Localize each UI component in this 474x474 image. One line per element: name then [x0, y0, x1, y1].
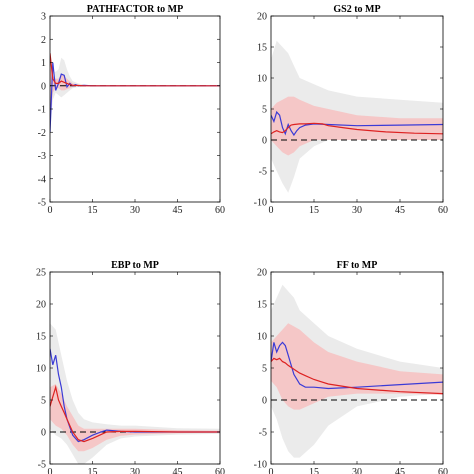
y-tick-label: 2	[41, 35, 46, 46]
panel-title: PATHFACTOR to MP	[87, 4, 183, 15]
y-tick-label: 20	[257, 12, 267, 23]
panel-gs2: 0 15 30 45 60 -10 -5 0 5 10 15 20 GS2 to MP	[254, 4, 448, 216]
x-tick-label: 0	[269, 467, 274, 474]
x-tick-label: 60	[438, 205, 448, 216]
y-tick-label: 5	[41, 396, 46, 407]
plot-area	[271, 40, 443, 193]
y-tick-label: 20	[257, 268, 267, 279]
y-tick-label: -5	[38, 460, 46, 471]
y-tick-label: 10	[257, 74, 267, 85]
x-tick-label: 45	[173, 467, 183, 474]
y-tick-label: -10	[254, 198, 267, 209]
x-tick-label: 60	[215, 205, 225, 216]
y-tick-label: 15	[36, 332, 46, 343]
panel-title: EBP to MP	[111, 260, 159, 271]
x-tick-label: 0	[269, 205, 274, 216]
y-tick-label: -2	[38, 128, 46, 139]
x-tick-label: 15	[309, 205, 319, 216]
x-tick-label: 60	[215, 467, 225, 474]
inner-confidence-band	[50, 57, 220, 128]
x-tick-label: 45	[395, 467, 405, 474]
y-tick-label: 5	[262, 364, 267, 375]
panel-title: FF to MP	[337, 260, 378, 271]
plot-area	[50, 53, 220, 135]
plot-area	[50, 323, 220, 464]
y-tick-label: 0	[41, 428, 46, 439]
panel-pathfactor: 0 15 30 45 60 -5 -4 -3 -2 -1 0 1 2 3 PATHFACTOR to MP	[38, 4, 225, 216]
axes-frame	[49, 15, 221, 203]
x-tick-label: 45	[395, 205, 405, 216]
x-tick-label: 30	[130, 467, 140, 474]
x-tick-label: 15	[88, 467, 98, 474]
y-tick-label: -5	[259, 167, 267, 178]
y-tick-label: 1	[41, 58, 46, 69]
y-tick-label: 0	[262, 396, 267, 407]
y-tick-label: 15	[257, 43, 267, 54]
x-tick-label: 0	[48, 205, 53, 216]
y-tick-label: 20	[36, 300, 46, 311]
x-tick-label: 15	[88, 205, 98, 216]
x-tick-label: 30	[130, 205, 140, 216]
inner-confidence-band	[50, 384, 220, 452]
y-tick-label: 0	[262, 136, 267, 147]
blue-series-line	[50, 62, 220, 133]
red-series-line	[50, 53, 220, 87]
y-tick-label: -5	[38, 198, 46, 209]
blue-series-line	[271, 341, 443, 390]
y-tick-label: 5	[262, 105, 267, 116]
panel-ff: 0 15 30 45 60 -10 -5 0 5 10 15 20 FF to MP	[254, 260, 448, 474]
red-series-line	[271, 357, 443, 395]
y-tick-label: 10	[36, 364, 46, 375]
y-tick-label: 3	[41, 12, 46, 23]
panel-title: GS2 to MP	[333, 4, 380, 15]
y-tick-label: -1	[38, 105, 46, 116]
blue-series-line	[271, 110, 443, 137]
y-tick-label: 0	[41, 81, 46, 92]
x-tick-label: 30	[352, 467, 362, 474]
inner-confidence-band	[271, 323, 443, 410]
y-tick-label: -3	[38, 151, 46, 162]
red-series-line	[50, 384, 220, 443]
red-series-line	[271, 122, 443, 135]
x-tick-label: 0	[48, 467, 53, 474]
x-tick-label: 60	[438, 467, 448, 474]
y-tick-label: 10	[257, 332, 267, 343]
outer-confidence-band	[50, 53, 220, 135]
plot-area	[271, 284, 443, 458]
x-tick-label: 30	[352, 205, 362, 216]
x-tick-label: 45	[173, 205, 183, 216]
y-tick-label: -10	[254, 460, 267, 471]
y-tick-label: 25	[36, 268, 46, 279]
x-tick-label: 15	[309, 467, 319, 474]
y-tick-label: 15	[257, 300, 267, 311]
y-tick-label: -5	[259, 428, 267, 439]
y-tick-label: -4	[38, 174, 46, 185]
